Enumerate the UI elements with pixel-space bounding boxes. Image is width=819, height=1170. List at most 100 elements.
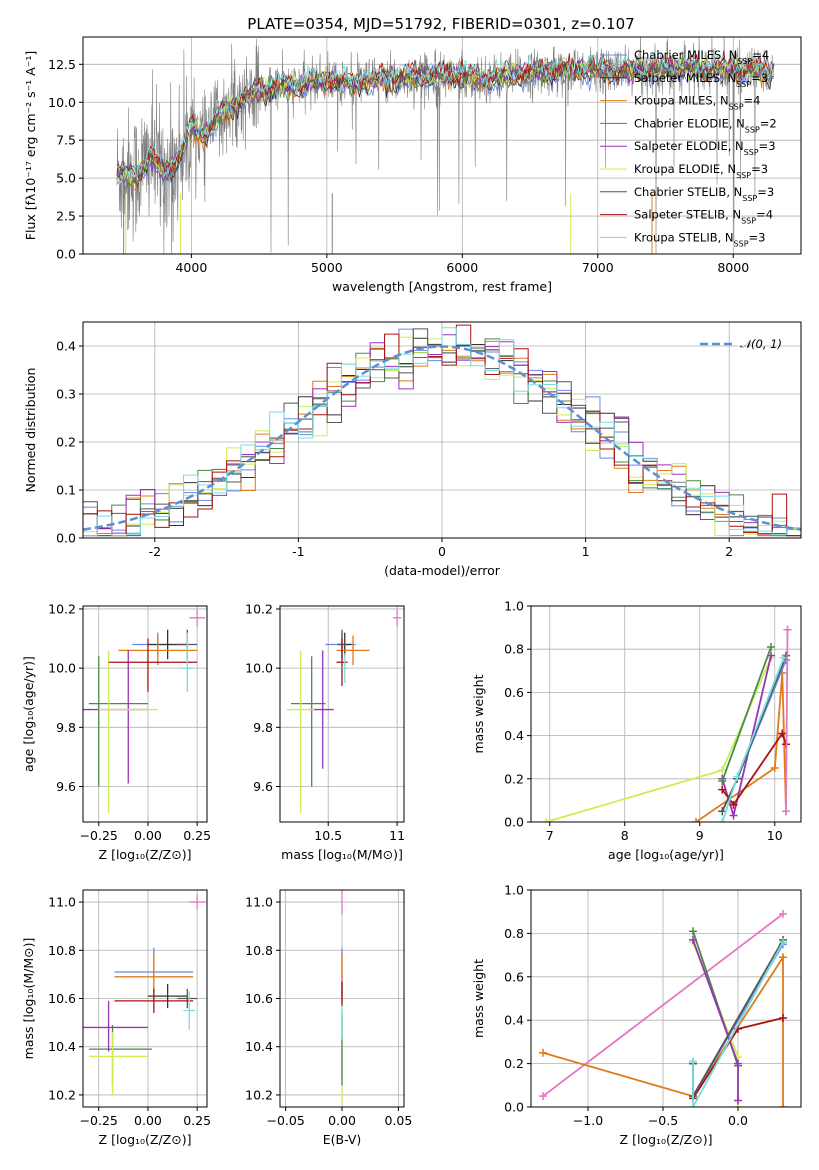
gaussian-reference — [83, 345, 801, 531]
panel-mass-vs-Z: −0.25 0.00 0.25 10.2 10.4 10.6 10.8 11.0 Z [log₁… — [21, 889, 211, 1147]
y-tick-label: 0.8 — [504, 926, 524, 941]
y-tick-label: 0.8 — [504, 642, 524, 657]
weight-marker — [779, 1014, 787, 1023]
weight-marker — [692, 818, 700, 822]
legend-label: Kroupa STELIB, NSSP=3 — [634, 230, 765, 248]
x-tick-label: -1 — [292, 544, 304, 559]
y-tick-label: 9.8 — [56, 720, 76, 735]
model-spectrum — [116, 52, 775, 182]
errorbar-point — [83, 650, 148, 784]
y-tick-label: 5.0 — [56, 171, 76, 186]
x-tick-label: 7 — [546, 828, 554, 843]
weight-marker — [689, 927, 697, 936]
plot-area-mass-vs-Z — [83, 894, 206, 1095]
y-tick-label: 10.0 — [245, 661, 273, 676]
plot-area-weight-vs-Z — [539, 909, 787, 1107]
y-tick-label: 10.6 — [245, 991, 273, 1006]
weight-series — [689, 938, 787, 1107]
y-tick-label: 0.4 — [504, 728, 524, 743]
x-axis-label: (data-model)/error — [384, 563, 501, 578]
x-axis-label: Z [log₁₀(Z/Z⊙)] — [620, 1132, 713, 1147]
errorbar-point — [114, 988, 194, 1013]
weight-series — [718, 653, 788, 822]
y-tick-label: 9.6 — [253, 779, 273, 794]
weight-marker — [539, 1092, 547, 1101]
x-axis-label: Z [log₁₀(Z/Z⊙)] — [99, 1132, 192, 1147]
y-tick-label: 0.0 — [56, 531, 76, 546]
x-tick-label: −0.5 — [648, 1113, 678, 1128]
y-tick-label: 1.0 — [504, 883, 524, 898]
errorbar-point — [177, 988, 198, 1009]
y-tick-label: 2.5 — [56, 209, 76, 224]
weight-marker — [783, 625, 792, 634]
x-tick-label: 4000 — [175, 260, 207, 275]
plot-area-weight-vs-age — [542, 625, 792, 822]
y-tick-label: 12.5 — [48, 57, 76, 72]
weight-marker — [718, 807, 727, 816]
x-tick-label: 5000 — [311, 260, 343, 275]
y-tick-label: 0.3 — [56, 387, 76, 402]
weight-marker — [779, 1103, 787, 1107]
x-tick-label: 11 — [389, 828, 405, 843]
errorbar-point — [392, 608, 402, 627]
weight-marker — [779, 938, 787, 947]
plot-area-age-vs-Z — [83, 608, 206, 814]
errorbar-point — [108, 638, 198, 692]
weight-marker — [734, 1096, 742, 1105]
weight-line — [692, 941, 739, 1107]
weight-line — [785, 629, 789, 812]
weight-marker — [782, 807, 790, 816]
x-tick-label: 0.00 — [134, 828, 162, 843]
legend-label: Chabrier ELODIE, NSSP=2 — [634, 116, 777, 133]
y-axis-label: Normed distribution — [23, 368, 38, 493]
x-tick-label: 8000 — [717, 260, 749, 275]
weight-line — [695, 672, 787, 822]
x-axis-label: mass [log₁₀(M/M⊙)] — [281, 847, 403, 862]
y-tick-label: 10.0 — [48, 95, 76, 110]
weight-line — [721, 646, 772, 782]
weight-marker — [718, 818, 727, 822]
y-axis-label: age [log₁₀(age/yr)] — [21, 656, 36, 772]
y-tick-label: 10.2 — [245, 601, 273, 616]
panel-weight-vs-Z: −1.0 −0.5 0.0 0.0 0.2 0.4 0.6 0.8 1.0 Z [log₁₀(Z/… — [471, 883, 802, 1147]
x-tick-label: 0.0 — [728, 1113, 748, 1128]
plot-area-residuals — [83, 324, 801, 538]
panel-age-vs-Z: −0.25 0.00 0.25 9.6 9.8 10.0 10.2 Z [log₁₀(Z/Z⊙… — [21, 601, 211, 862]
panel-weight-vs-age: 7 8 9 10 0.0 0.2 0.4 0.6 0.8 1.0 age [log₁₀(age/yr… — [471, 599, 802, 862]
errorbar-point — [181, 632, 194, 692]
y-tick-label: 0.2 — [56, 435, 76, 450]
weight-marker — [689, 1103, 697, 1107]
legend-label: Kroupa ELODIE, NSSP=3 — [634, 162, 768, 180]
x-tick-label: 6000 — [446, 260, 478, 275]
weight-series — [718, 643, 775, 785]
figure-title: PLATE=0354, MJD=51792, FIBERID=0301, z=0… — [247, 15, 634, 33]
weight-marker — [729, 811, 738, 820]
x-tick-label: 0.05 — [384, 1113, 412, 1128]
legend-label: Chabrier STELIB, NSSP=3 — [634, 185, 774, 203]
weight-marker — [689, 935, 697, 944]
y-tick-label: 0.2 — [504, 771, 524, 786]
weight-marker — [778, 729, 787, 738]
y-tick-label: 0.4 — [504, 1013, 524, 1028]
y-axis-label: mass [log₁₀(M/M⊙)] — [21, 938, 36, 1060]
y-tick-label: 10.2 — [48, 601, 76, 616]
x-tick-label: 2 — [725, 544, 733, 559]
weight-line — [692, 941, 784, 1107]
x-axis-label: age [log₁₀(age/yr)] — [608, 847, 724, 862]
weight-marker — [718, 776, 727, 785]
weight-series — [542, 653, 775, 822]
weight-marker — [770, 764, 779, 772]
errorbar-point — [88, 1032, 148, 1095]
x-tick-label: 7000 — [582, 260, 614, 275]
y-axis-label: Flux [fλ10⁻¹⁷ erg cm⁻² s⁻¹ A⁻¹] — [23, 51, 38, 240]
axes-frame — [530, 889, 802, 1108]
errorbar-point — [291, 656, 326, 787]
y-tick-label: 10.8 — [245, 943, 273, 958]
legend-label: Chabrier MILES, NSSP=4 — [634, 48, 769, 66]
x-tick-label: 0.25 — [183, 1113, 211, 1128]
weight-marker — [539, 1048, 547, 1057]
spectrum-legend: Chabrier MILES, NSSP=4 Salpeter MILES, NS… — [600, 48, 777, 248]
weight-marker — [779, 953, 787, 962]
legend-label: Salpeter ELODIE, NSSP=3 — [634, 139, 776, 157]
